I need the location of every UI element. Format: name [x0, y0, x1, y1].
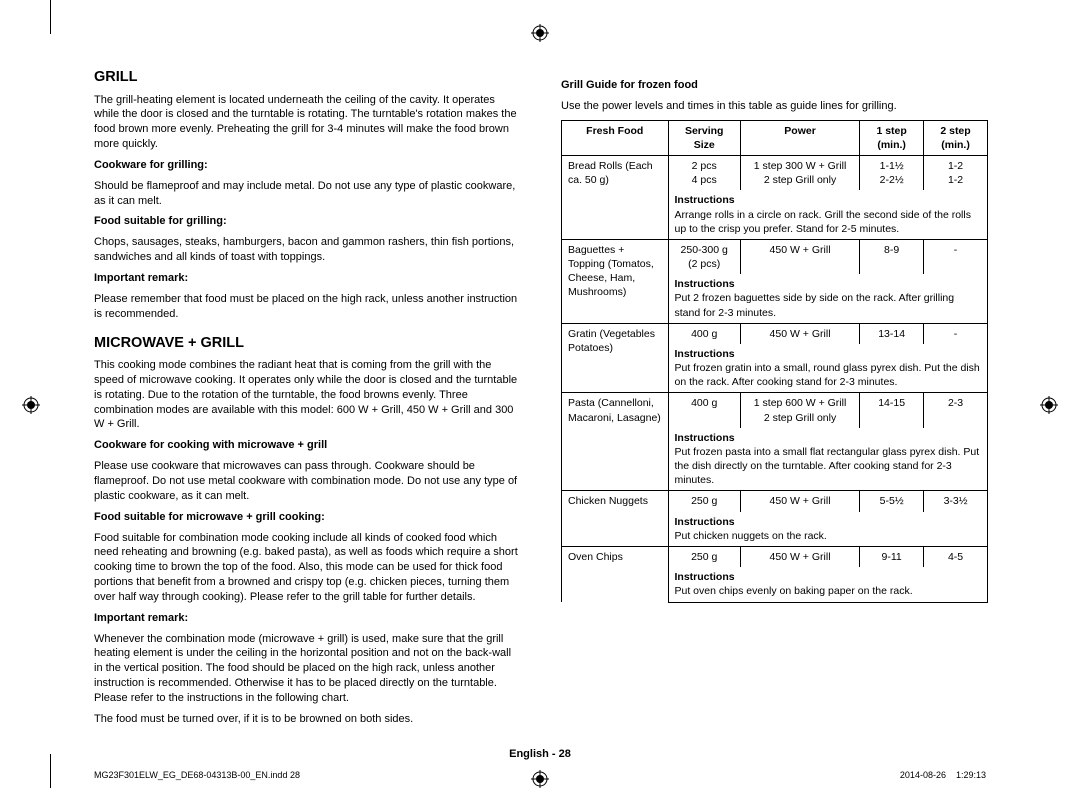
cell-food: Bread Rolls (Each ca. 50 g): [562, 156, 669, 240]
reg-mark: [531, 770, 549, 788]
cell-s2: 4-5: [924, 546, 988, 567]
table-row: Baguettes + Topping (Tomatos, Cheese, Ha…: [562, 239, 988, 274]
cell-instructions: InstructionsArrange rolls in a circle on…: [668, 190, 988, 239]
mw-remark-text: Whenever the combination mode (microwave…: [94, 632, 521, 706]
instructions-label: Instructions: [675, 431, 982, 445]
mw-food-text: Food suitable for combination mode cooki…: [94, 531, 521, 605]
mw-cookware-text: Please use cookware that microwaves can …: [94, 459, 521, 504]
cell-s2: -: [924, 239, 988, 274]
cell-size: 250 g: [668, 546, 740, 567]
instructions-label: Instructions: [675, 570, 982, 584]
reg-mark: [531, 24, 549, 42]
cookware-text: Should be flameproof and may include met…: [94, 179, 521, 209]
cell-s2: -: [924, 323, 988, 344]
cell-instructions: InstructionsPut chicken nuggets on the r…: [668, 512, 988, 547]
cell-s1: 9-11: [860, 546, 924, 567]
page-footer-center: English - 28: [0, 748, 1080, 760]
crop-mark: [50, 0, 51, 34]
col-power: Power: [740, 120, 859, 155]
cell-power: 1 step 600 W + Grill 2 step Grill only: [740, 393, 859, 428]
cell-size: 250-300 g (2 pcs): [668, 239, 740, 274]
cell-food: Pasta (Cannelloni, Macaroni, Lasagne): [562, 393, 669, 491]
cell-size: 400 g: [668, 393, 740, 428]
cell-s1: 5-5½: [860, 491, 924, 512]
cell-instructions: InstructionsPut oven chips evenly on bak…: [668, 567, 988, 602]
cell-s1: 14-15: [860, 393, 924, 428]
cell-food: Gratin (Vegetables Potatoes): [562, 323, 669, 393]
instructions-label: Instructions: [675, 515, 982, 529]
table-header-row: Fresh Food Serving Size Power 1 step (mi…: [562, 120, 988, 155]
table-row: Pasta (Cannelloni, Macaroni, Lasagne)400…: [562, 393, 988, 428]
cell-instructions: InstructionsPut frozen gratin into a sma…: [668, 344, 988, 393]
cell-power: 450 W + Grill: [740, 239, 859, 274]
cell-s1: 8-9: [860, 239, 924, 274]
table-row: Gratin (Vegetables Potatoes)400 g450 W +…: [562, 323, 988, 344]
instructions-text: Put 2 frozen baguettes side by side on t…: [675, 291, 982, 319]
cell-s2: 3-3½: [924, 491, 988, 512]
food-text: Chops, sausages, steaks, hamburgers, bac…: [94, 235, 521, 265]
reg-mark: [22, 396, 40, 414]
heading-microwave-grill: MICROWAVE + GRILL: [94, 334, 521, 354]
cell-size: 2 pcs 4 pcs: [668, 156, 740, 191]
grill-guide-title: Grill Guide for frozen food: [561, 78, 988, 93]
right-column: Grill Guide for frozen food Use the powe…: [561, 68, 988, 733]
col-step2: 2 step (min.): [924, 120, 988, 155]
mw-food-heading: Food suitable for microwave + grill cook…: [94, 510, 521, 525]
instructions-text: Put chicken nuggets on the rack.: [675, 529, 982, 543]
grill-intro: The grill-heating element is located und…: [94, 93, 521, 152]
remark-text: Please remember that food must be placed…: [94, 292, 521, 322]
instructions-text: Put frozen pasta into a small flat recta…: [675, 445, 982, 488]
cell-size: 400 g: [668, 323, 740, 344]
cell-power: 450 W + Grill: [740, 323, 859, 344]
table-row: Oven Chips250 g450 W + Grill9-114-5: [562, 546, 988, 567]
cell-s1: 1-1½ 2-2½: [860, 156, 924, 191]
grill-guide-table: Fresh Food Serving Size Power 1 step (mi…: [561, 120, 988, 603]
col-serving-size: Serving Size: [668, 120, 740, 155]
left-column: GRILL The grill-heating element is locat…: [94, 68, 521, 733]
cell-food: Baguettes + Topping (Tomatos, Cheese, Ha…: [562, 239, 669, 323]
cell-instructions: InstructionsPut frozen pasta into a smal…: [668, 428, 988, 491]
col-fresh-food: Fresh Food: [562, 120, 669, 155]
table-row: Chicken Nuggets250 g450 W + Grill5-5½3-3…: [562, 491, 988, 512]
remark-heading: Important remark:: [94, 271, 521, 286]
instructions-label: Instructions: [675, 193, 982, 207]
mw-cookware-heading: Cookware for cooking with microwave + gr…: [94, 438, 521, 453]
page-footer-right: 2014-08-26 1:29:13: [900, 770, 986, 780]
cell-power: 450 W + Grill: [740, 546, 859, 567]
cell-s1: 13-14: [860, 323, 924, 344]
instructions-text: Arrange rolls in a circle on rack. Grill…: [675, 208, 982, 236]
instructions-text: Put frozen gratin into a small, round gl…: [675, 361, 982, 389]
heading-grill: GRILL: [94, 68, 521, 88]
cell-food: Chicken Nuggets: [562, 491, 669, 547]
cell-instructions: InstructionsPut 2 frozen baguettes side …: [668, 274, 988, 323]
mw-intro: This cooking mode combines the radiant h…: [94, 358, 521, 432]
food-heading: Food suitable for grilling:: [94, 214, 521, 229]
grill-guide-intro: Use the power levels and times in this t…: [561, 99, 988, 114]
mw-remark-heading: Important remark:: [94, 611, 521, 626]
cell-s2: 1-2 1-2: [924, 156, 988, 191]
cell-power: 450 W + Grill: [740, 491, 859, 512]
page-content: GRILL The grill-heating element is locat…: [94, 68, 988, 733]
cell-food: Oven Chips: [562, 546, 669, 602]
instructions-label: Instructions: [675, 277, 982, 291]
cell-s2: 2-3: [924, 393, 988, 428]
cell-power: 1 step 300 W + Grill 2 step Grill only: [740, 156, 859, 191]
instructions-text: Put oven chips evenly on baking paper on…: [675, 584, 982, 598]
table-row: Bread Rolls (Each ca. 50 g)2 pcs 4 pcs1 …: [562, 156, 988, 191]
reg-mark: [1040, 396, 1058, 414]
cookware-heading: Cookware for grilling:: [94, 158, 521, 173]
col-step1: 1 step (min.): [860, 120, 924, 155]
mw-remark-text2: The food must be turned over, if it is t…: [94, 712, 521, 727]
page-footer-left: MG23F301ELW_EG_DE68-04313B-00_EN.indd 28: [94, 770, 300, 780]
instructions-label: Instructions: [675, 347, 982, 361]
cell-size: 250 g: [668, 491, 740, 512]
